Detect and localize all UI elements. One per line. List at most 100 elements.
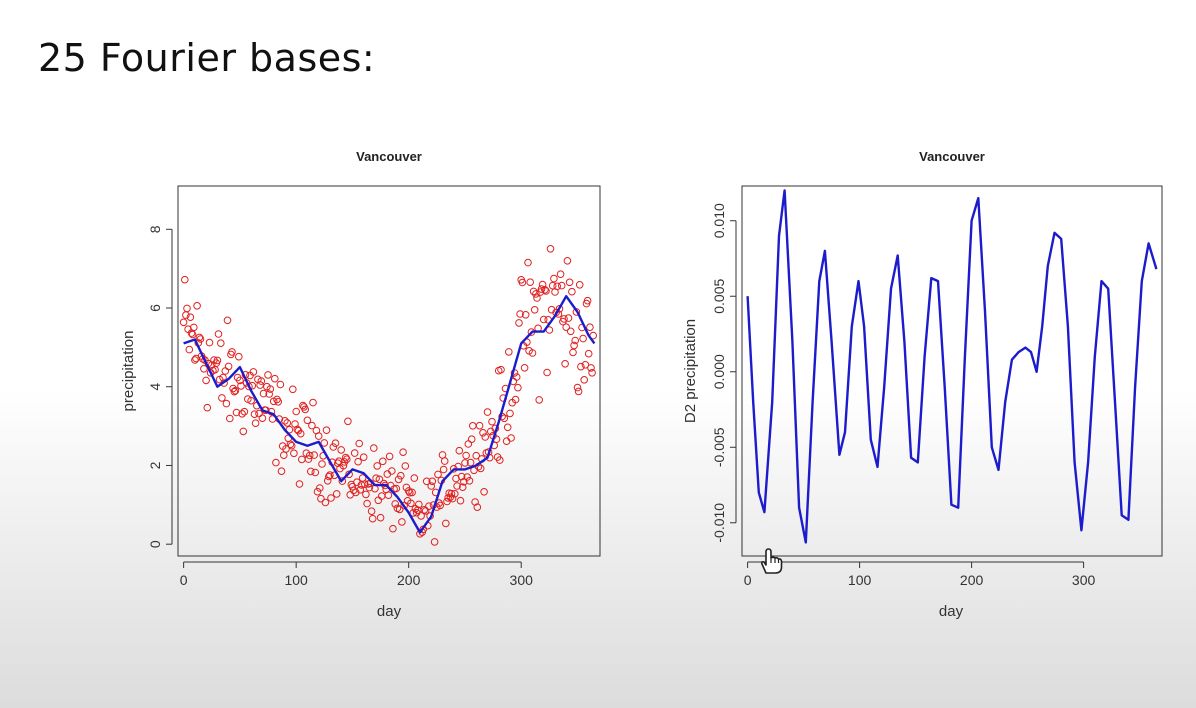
data-point [317, 494, 325, 503]
data-point [316, 484, 324, 492]
data-point [550, 274, 558, 283]
data-point [512, 373, 521, 381]
data-point [453, 482, 461, 490]
data-point [313, 487, 322, 496]
data-point [375, 475, 384, 484]
data-point [472, 451, 481, 460]
data-point [466, 458, 475, 467]
data-point [507, 434, 515, 442]
data-point [185, 345, 194, 354]
data-point [350, 449, 359, 457]
y-tick-label: 8 [147, 225, 163, 233]
data-point [257, 377, 266, 385]
data-point [190, 323, 198, 332]
data-point [458, 483, 467, 492]
x-tick-label: 300 [1072, 572, 1096, 588]
x-tick-label: 200 [397, 572, 421, 588]
x-tick-label: 0 [744, 572, 752, 588]
data-point [428, 477, 437, 486]
data-point [385, 452, 394, 461]
plot-frame [741, 185, 1163, 557]
data-point [384, 491, 393, 500]
data-point [427, 482, 436, 490]
data-point [511, 395, 520, 404]
y-tick-label: -0.010 [711, 503, 727, 543]
data-point [321, 498, 330, 507]
data-point [462, 451, 470, 460]
data-point [542, 287, 550, 295]
data-point [430, 538, 439, 546]
series-line [746, 189, 1158, 544]
data-point [556, 270, 565, 279]
data-point [341, 453, 350, 462]
plot-frame [177, 185, 601, 557]
data-point [580, 376, 589, 384]
data-point [283, 419, 292, 427]
data-point [295, 480, 304, 488]
data-point [352, 488, 360, 497]
x-tick-label: 0 [180, 572, 188, 588]
data-point [226, 414, 234, 423]
data-point [410, 474, 419, 482]
data-point [322, 426, 331, 435]
data-point [303, 416, 312, 425]
x-tick-label: 200 [960, 572, 984, 588]
data-point [447, 489, 456, 498]
data-point [274, 398, 283, 406]
data-point [528, 349, 537, 357]
data-point [439, 465, 448, 474]
hand-cursor-icon [760, 548, 783, 574]
data-point [568, 287, 576, 296]
data-point [425, 502, 433, 511]
fit-line [183, 295, 596, 534]
data-point [310, 451, 319, 459]
data-point [579, 334, 587, 343]
data-point [533, 294, 541, 302]
data-point [230, 387, 239, 396]
y-tick-label: 6 [147, 304, 163, 312]
data-point [505, 348, 513, 356]
data-point [557, 281, 566, 290]
y-tick-label: 0.010 [711, 203, 727, 238]
data-point [546, 245, 555, 253]
data-point [320, 439, 329, 447]
data-point [388, 467, 396, 475]
y-tick-label: 0 [147, 540, 163, 548]
y-tick-label: 2 [147, 461, 163, 469]
data-point [399, 448, 407, 457]
data-point [524, 258, 532, 267]
data-point [555, 305, 564, 313]
data-point [481, 433, 490, 441]
data-point [539, 315, 548, 324]
data-point [186, 313, 195, 322]
data-point [236, 376, 244, 385]
data-point [588, 369, 596, 377]
y-tick-label: -0.005 [711, 427, 727, 467]
data-point [363, 499, 371, 508]
data-point [483, 408, 492, 416]
data-point [224, 362, 233, 371]
data-point [565, 278, 574, 287]
y-axis-label: D2 precipitation [682, 319, 699, 423]
data-point [193, 302, 201, 310]
data-point [514, 383, 522, 392]
data-point [327, 494, 335, 502]
data-point [359, 453, 368, 462]
y-tick-label: 4 [147, 383, 163, 391]
data-point [266, 385, 275, 393]
data-point [232, 408, 241, 417]
data-point [526, 278, 535, 287]
data-point [329, 443, 338, 451]
data-point [247, 396, 255, 405]
x-tick-label: 100 [848, 572, 872, 588]
data-point [235, 352, 243, 361]
data-point [456, 496, 465, 505]
data-point [476, 464, 485, 473]
data-point [354, 457, 362, 466]
data-point [259, 389, 268, 398]
data-point [573, 383, 582, 392]
data-point [584, 349, 593, 358]
data-point [338, 477, 347, 485]
data-point [515, 319, 523, 327]
